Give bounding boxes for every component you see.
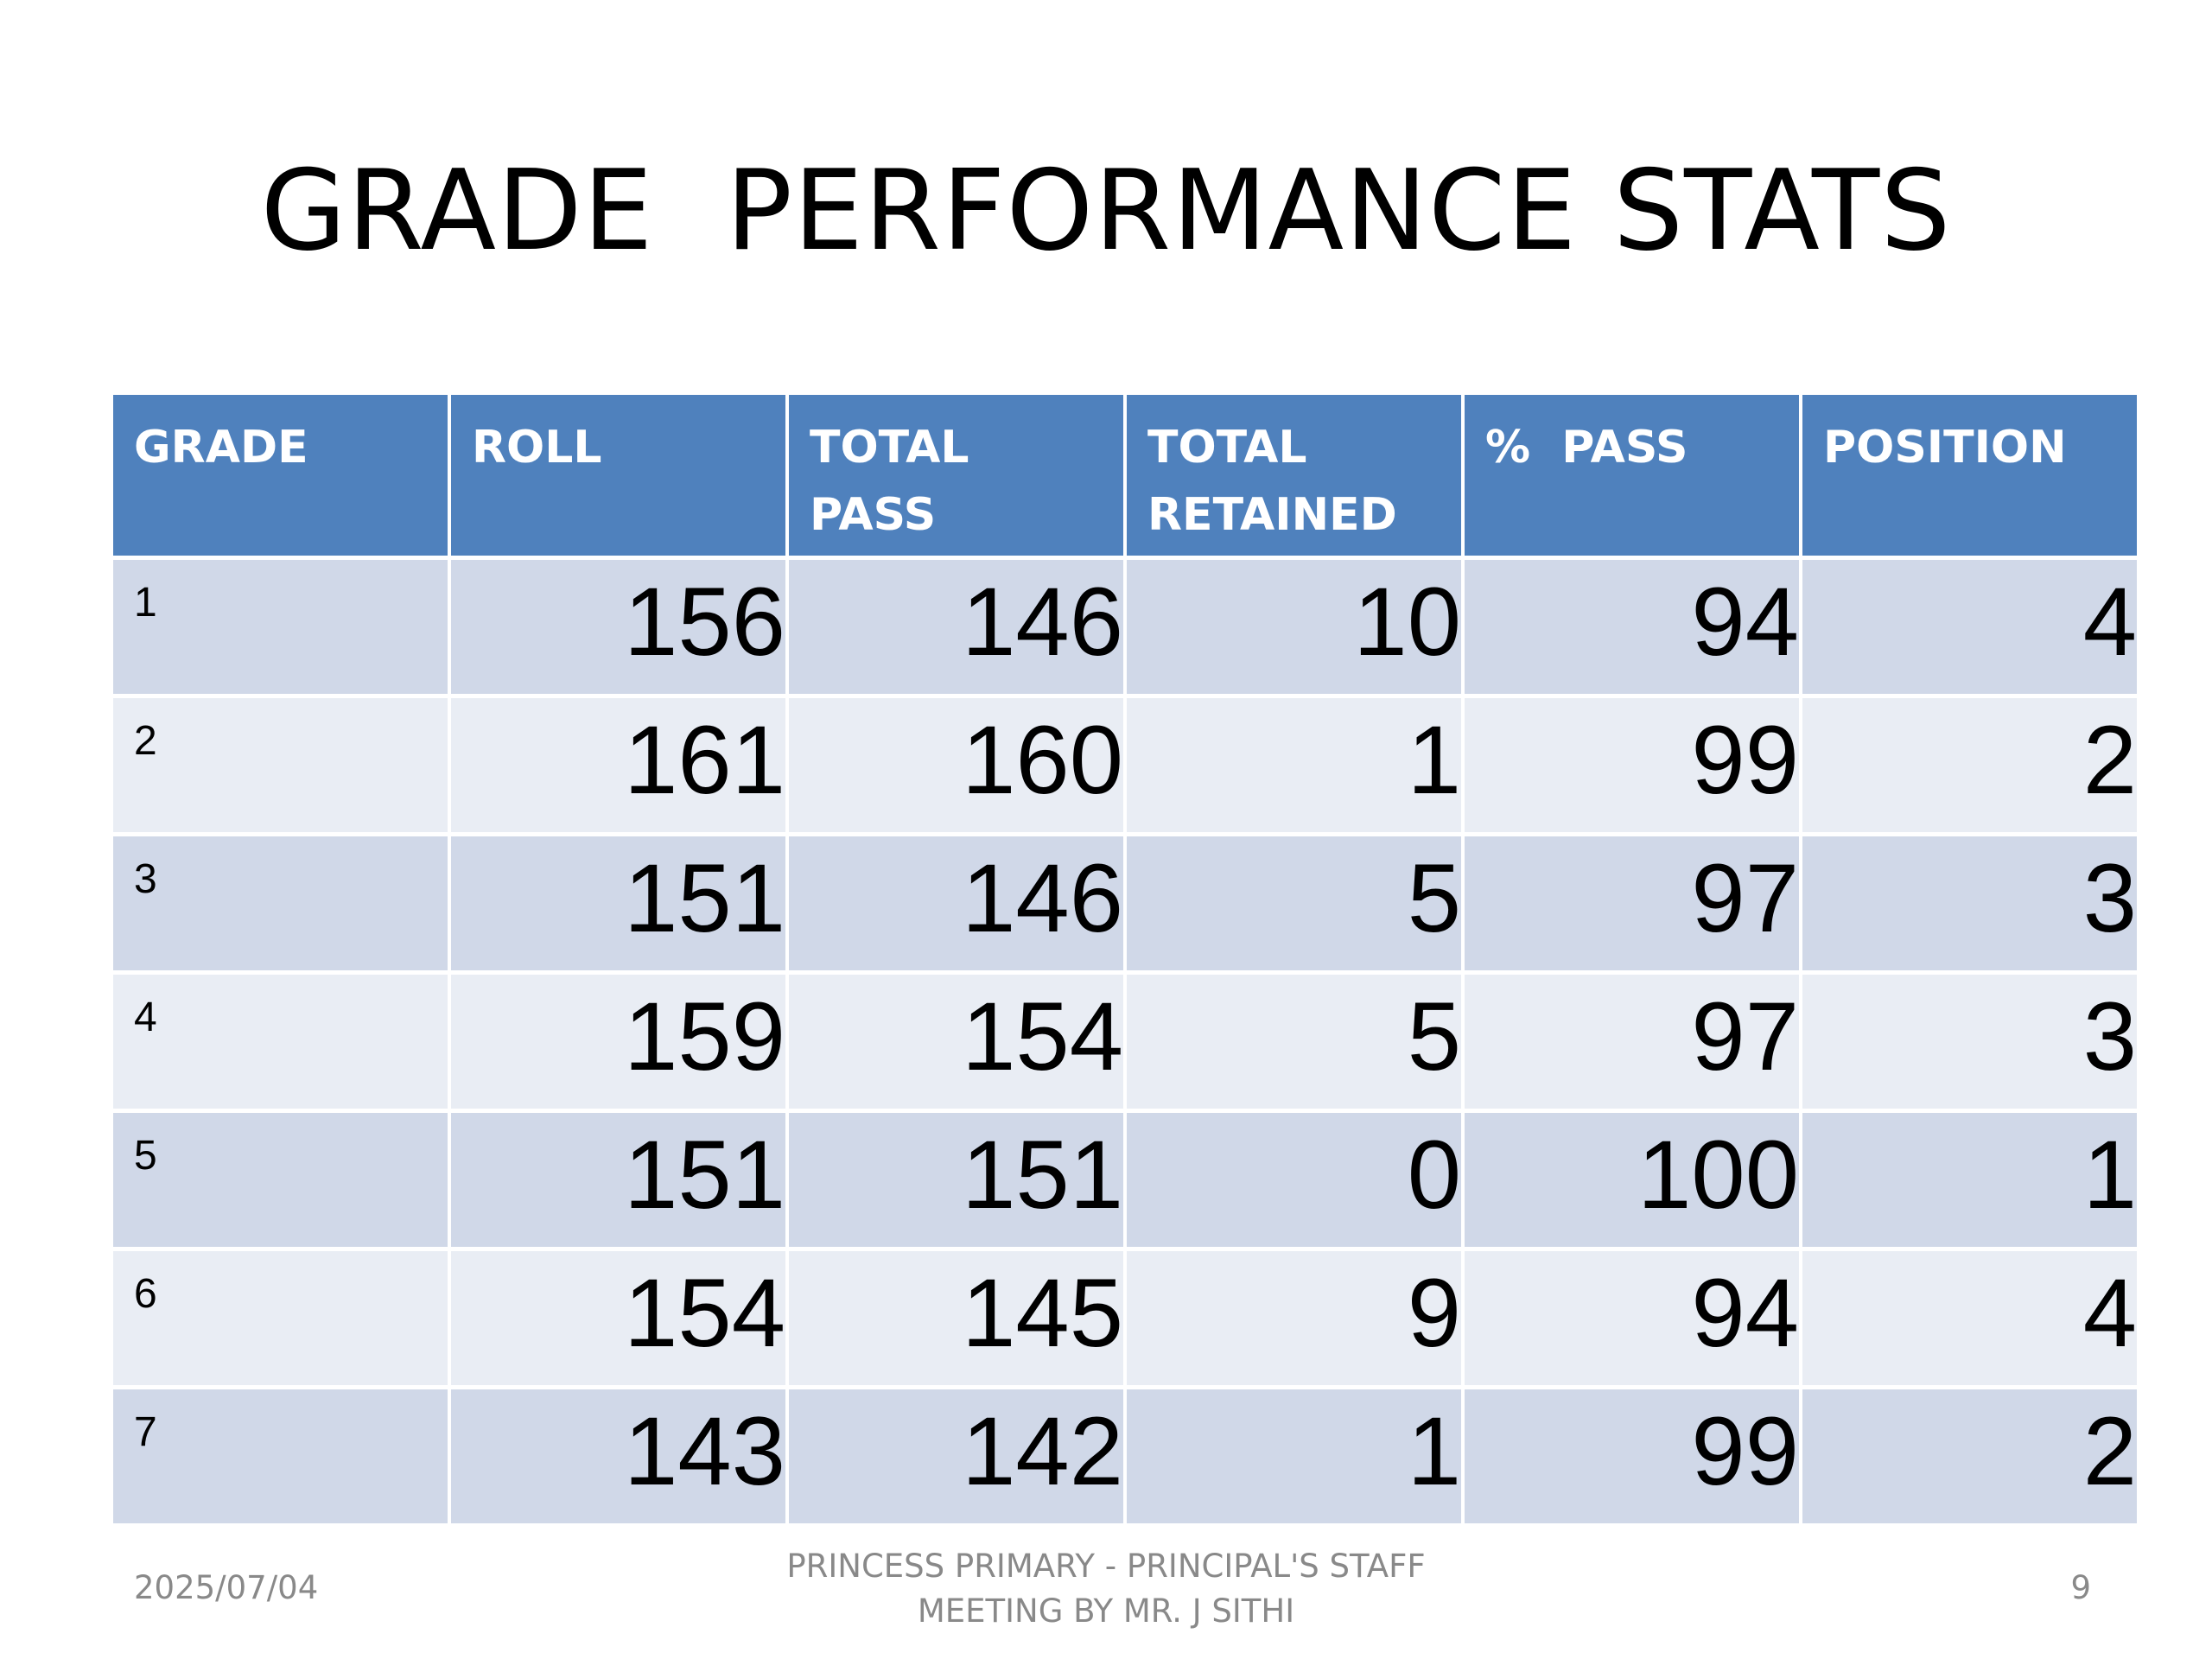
- cell-total-retained: 5: [1127, 975, 1461, 1109]
- header-position: POSITION: [1802, 395, 2137, 556]
- footer-title-line-2: MEETING BY MR. J SITHI: [917, 1592, 1295, 1630]
- cell-total-pass: 160: [789, 698, 1123, 832]
- cell-grade: 3: [113, 836, 448, 970]
- cell-grade: 6: [113, 1251, 448, 1385]
- cell-total-pass: 146: [789, 560, 1123, 694]
- table-row: 6 154 145 9 94 4: [113, 1251, 2137, 1385]
- cell-total-retained: 1: [1127, 698, 1461, 832]
- slide-title: GRADE PERFORMANCE STATS: [260, 147, 1952, 276]
- cell-total-pass: 151: [789, 1113, 1123, 1247]
- cell-total-retained: 1: [1127, 1389, 1461, 1523]
- cell-roll: 143: [451, 1389, 785, 1523]
- cell-position: 2: [1802, 1389, 2137, 1523]
- cell-position: 4: [1802, 1251, 2137, 1385]
- cell-percent-pass: 97: [1465, 975, 1799, 1109]
- cell-total-pass: 145: [789, 1251, 1123, 1385]
- cell-position: 1: [1802, 1113, 2137, 1247]
- table-row: 3 151 146 5 97 3: [113, 836, 2137, 970]
- cell-roll: 159: [451, 975, 785, 1109]
- table-row: 7 143 142 1 99 2: [113, 1389, 2137, 1523]
- footer-title-line-1: PRINCESS PRIMARY - PRINCIPAL'S STAFF: [786, 1548, 1426, 1585]
- slide-page-number: 9: [2070, 1569, 2091, 1606]
- cell-percent-pass: 99: [1465, 1389, 1799, 1523]
- cell-position: 3: [1802, 975, 2137, 1109]
- cell-percent-pass: 100: [1465, 1113, 1799, 1247]
- cell-grade: 2: [113, 698, 448, 832]
- footer-date: 2025/07/04: [134, 1569, 319, 1606]
- table-header-row: GRADE ROLL TOTAL PASS TOTAL RETAINED % P…: [113, 395, 2137, 556]
- cell-percent-pass: 94: [1465, 560, 1799, 694]
- cell-position: 4: [1802, 560, 2137, 694]
- header-roll: ROLL: [451, 395, 785, 556]
- cell-roll: 154: [451, 1251, 785, 1385]
- footer-title: PRINCESS PRIMARY - PRINCIPAL'S STAFF MEE…: [760, 1544, 1452, 1634]
- header-total-pass: TOTAL PASS: [789, 395, 1123, 556]
- cell-total-pass: 154: [789, 975, 1123, 1109]
- cell-total-pass: 146: [789, 836, 1123, 970]
- cell-percent-pass: 99: [1465, 698, 1799, 832]
- cell-roll: 161: [451, 698, 785, 832]
- header-percent-pass: % PASS: [1465, 395, 1799, 556]
- table-row: 5 151 151 0 100 1: [113, 1113, 2137, 1247]
- cell-total-retained: 5: [1127, 836, 1461, 970]
- grade-stats-table: GRADE ROLL TOTAL PASS TOTAL RETAINED % P…: [110, 391, 2140, 1528]
- header-grade: GRADE: [113, 395, 448, 556]
- cell-percent-pass: 97: [1465, 836, 1799, 970]
- header-total-retained: TOTAL RETAINED: [1127, 395, 1461, 556]
- cell-total-pass: 142: [789, 1389, 1123, 1523]
- table-row: 1 156 146 10 94 4: [113, 560, 2137, 694]
- cell-position: 3: [1802, 836, 2137, 970]
- cell-percent-pass: 94: [1465, 1251, 1799, 1385]
- cell-total-retained: 10: [1127, 560, 1461, 694]
- cell-total-retained: 9: [1127, 1251, 1461, 1385]
- cell-total-retained: 0: [1127, 1113, 1461, 1247]
- cell-grade: 1: [113, 560, 448, 694]
- cell-position: 2: [1802, 698, 2137, 832]
- cell-roll: 151: [451, 1113, 785, 1247]
- cell-grade: 7: [113, 1389, 448, 1523]
- cell-roll: 156: [451, 560, 785, 694]
- cell-grade: 5: [113, 1113, 448, 1247]
- table-row: 2 161 160 1 99 2: [113, 698, 2137, 832]
- cell-roll: 151: [451, 836, 785, 970]
- cell-grade: 4: [113, 975, 448, 1109]
- table-row: 4 159 154 5 97 3: [113, 975, 2137, 1109]
